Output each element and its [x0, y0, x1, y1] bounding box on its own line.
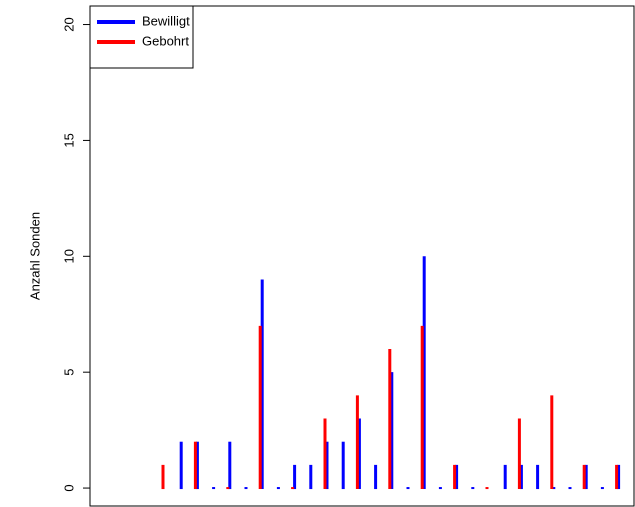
y-tick-label: 10 [61, 249, 76, 263]
legend-label: Gebohrt [142, 33, 189, 48]
y-tick-label: 15 [61, 133, 76, 147]
y-tick-label: 20 [61, 17, 76, 31]
legend-label: Bewilligt [142, 13, 190, 28]
y-tick-label: 0 [61, 484, 76, 491]
y-tick-label: 5 [61, 369, 76, 376]
legend-box [89, 5, 194, 69]
y-axis-label: Anzahl Sonden [27, 212, 42, 300]
